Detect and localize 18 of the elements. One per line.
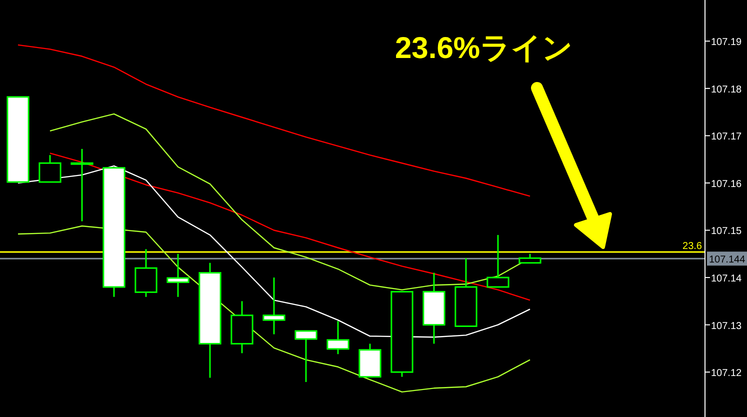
y-tick-label: 107.14	[711, 274, 742, 285]
candlestick	[262, 276, 286, 336]
candlestick	[486, 234, 510, 288]
candlestick	[326, 320, 350, 355]
y-tick-label: 107.12	[711, 368, 742, 380]
candlestick	[294, 330, 318, 383]
y-tick-label: 107.17	[711, 132, 742, 143]
annotation: 23.6%ライン	[395, 32, 574, 65]
ref-line-label: 107.144	[709, 254, 746, 266]
candlestick	[38, 154, 62, 183]
y-tick-label: 107.13	[711, 320, 742, 332]
y-tick-label: 107.16	[711, 178, 742, 190]
y-tick-label: 107.15	[711, 226, 742, 238]
y-tick-label: 107.18	[711, 84, 742, 96]
candlestick	[166, 253, 190, 298]
annotation: 23.6	[682, 240, 702, 252]
candlestick	[70, 148, 94, 222]
y-tick-label: 107.19	[711, 37, 742, 48]
